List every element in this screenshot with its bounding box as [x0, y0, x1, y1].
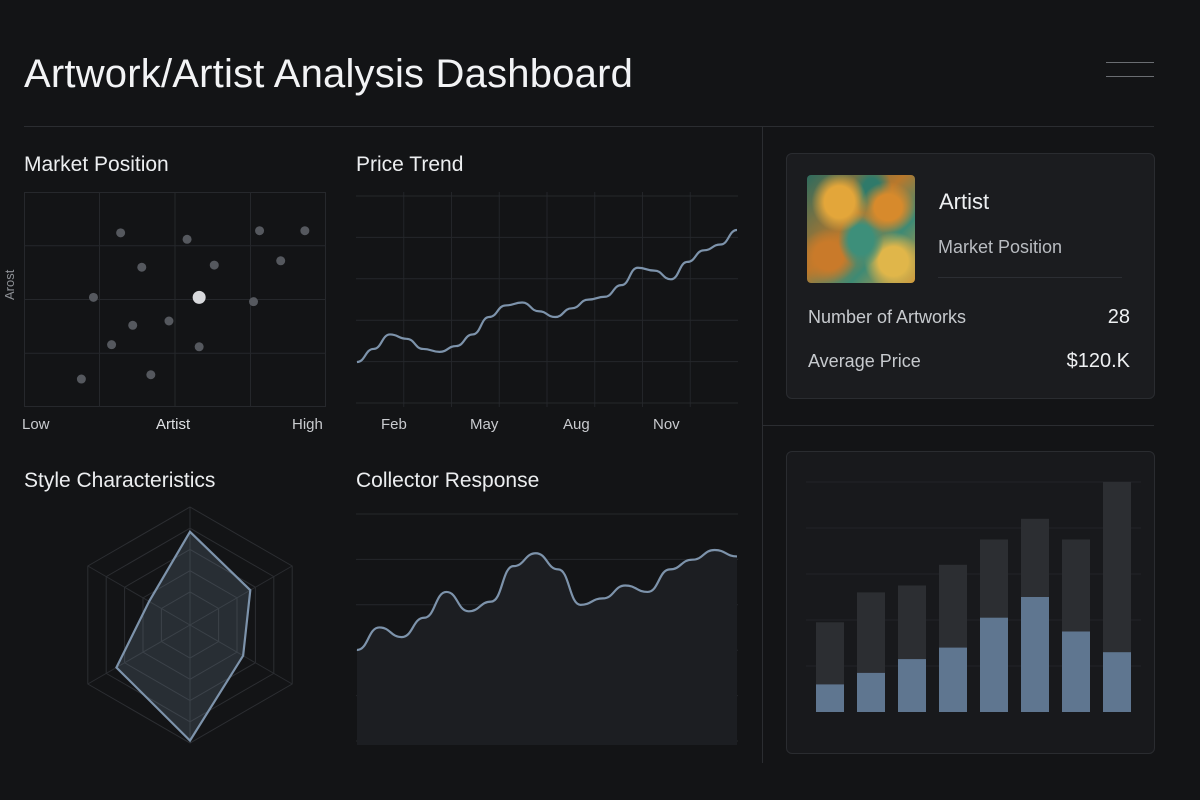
scatter-point: [128, 320, 138, 330]
bar-chart-card: [786, 451, 1155, 754]
radar-spoke: [189, 565, 293, 626]
price-trend-line-chart[interactable]: [356, 192, 738, 407]
bar: [980, 617, 1008, 712]
stat-label-artworks: Number of Artworks: [808, 307, 967, 327]
market-position-x-label: Artist: [156, 416, 191, 433]
stat-value-average-price: $120.K: [1066, 350, 1130, 372]
series-line: [356, 228, 738, 364]
price-trend-x-tick: Feb: [381, 416, 407, 433]
artist-subtitle: Market Position: [938, 237, 1063, 257]
bar: [1021, 597, 1049, 712]
scatter-point: [107, 340, 117, 350]
scatter-point: [137, 262, 147, 272]
market-position-x-low: Low: [22, 416, 50, 433]
column-divider: [762, 127, 763, 763]
hamburger-menu-icon[interactable]: [1106, 62, 1154, 78]
right-column-divider: [762, 425, 1154, 426]
scatter-point: [276, 256, 286, 266]
collector-response-line-chart[interactable]: [356, 510, 738, 745]
page-title: Artwork/Artist Analysis Dashboard: [24, 52, 634, 96]
price-trend-x-tick: May: [470, 416, 499, 433]
radar-shape: [115, 530, 252, 743]
scatter-point: [146, 370, 156, 380]
card-divider: [938, 277, 1122, 278]
bar: [939, 647, 967, 712]
scatter-point: [194, 342, 204, 352]
series-line: [356, 548, 738, 652]
scatter-point: [249, 297, 259, 307]
style-characteristics-radar-chart[interactable]: [70, 505, 310, 765]
bar: [898, 659, 926, 712]
price-trend-title: Price Trend: [356, 153, 464, 176]
style-characteristics-title: Style Characteristics: [24, 469, 216, 492]
bar: [1062, 631, 1090, 712]
scatter-point-highlight: [192, 290, 206, 304]
market-position-title: Market Position: [24, 153, 169, 176]
radar-spoke: [87, 565, 191, 626]
scatter-point: [164, 316, 174, 326]
scatter-point: [76, 374, 86, 384]
market-position-x-high: High: [292, 416, 323, 433]
scatter-point: [116, 228, 126, 238]
market-position-y-label: Arost: [2, 269, 17, 300]
stat-value-artworks: 28: [1107, 306, 1130, 328]
bar: [816, 684, 844, 712]
scatter-point: [255, 226, 265, 236]
scatter-point: [182, 234, 192, 244]
price-trend-x-tick: Aug: [563, 416, 590, 433]
scatter-point: [88, 292, 98, 302]
header-divider: [24, 126, 1154, 127]
radar-spoke: [189, 624, 293, 685]
radar-spoke: [87, 624, 191, 685]
market-position-scatter-chart[interactable]: [24, 192, 326, 407]
scatter-point: [209, 260, 219, 270]
stat-label-average-price: Average Price: [808, 351, 921, 371]
artwork-thumbnail[interactable]: [807, 175, 915, 283]
artist-name: Artist: [939, 189, 990, 214]
scatter-point: [300, 226, 310, 236]
artist-bar-chart[interactable]: [806, 470, 1141, 720]
price-trend-x-tick: Nov: [653, 416, 680, 433]
bar: [857, 672, 885, 712]
collector-response-title: Collector Response: [356, 469, 540, 492]
line-area: [357, 550, 737, 745]
bar: [1103, 652, 1131, 712]
